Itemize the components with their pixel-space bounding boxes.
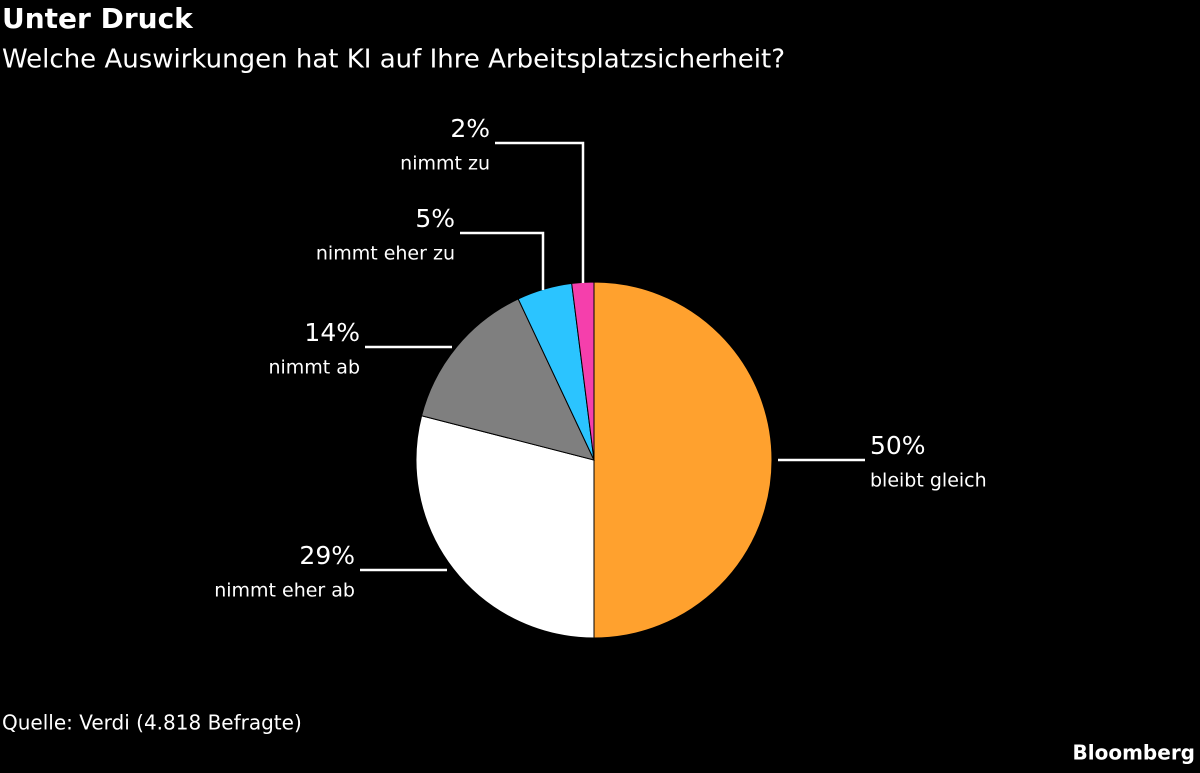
pie-slice — [415, 415, 595, 639]
source: Quelle: Verdi (4.818 Befragte) — [2, 711, 302, 735]
credit: Bloomberg — [1073, 741, 1195, 765]
value-label: 5% — [415, 204, 455, 233]
chart-title: Unter Druck — [2, 2, 194, 35]
category-label: nimmt eher ab — [214, 580, 355, 602]
value-label: 29% — [299, 541, 355, 570]
value-label: 2% — [450, 114, 490, 143]
leader-line — [460, 231, 545, 290]
category-label: nimmt zu — [400, 153, 490, 175]
category-label: bleibt gleich — [870, 470, 987, 492]
pie-slice — [593, 281, 773, 639]
chart-subtitle: Welche Auswirkungen hat KI auf Ihre Arbe… — [2, 45, 785, 75]
pie — [415, 281, 773, 639]
value-label: 14% — [304, 318, 360, 347]
leader-line — [495, 141, 585, 283]
value-label: 50% — [870, 431, 926, 460]
category-label: nimmt ab — [268, 357, 360, 379]
pie-slice — [420, 298, 595, 461]
category-label: nimmt eher zu — [316, 243, 455, 265]
